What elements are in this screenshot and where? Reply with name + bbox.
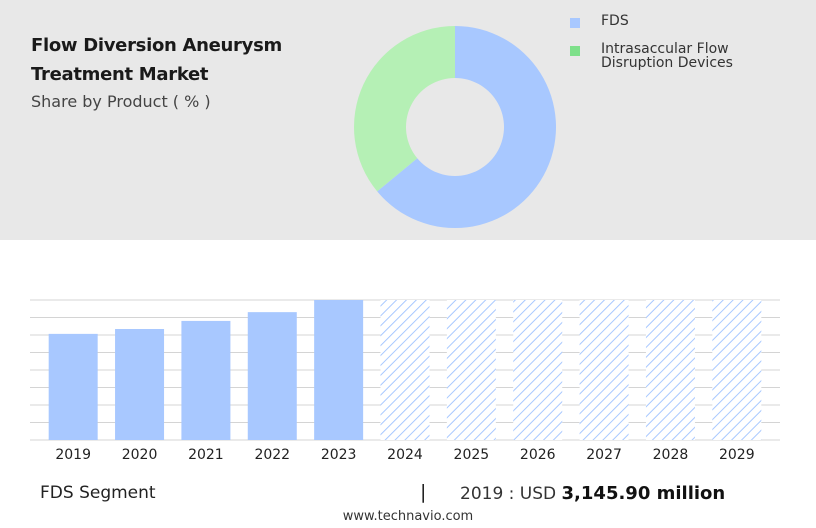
bar-2020 [115,329,165,440]
x-tick-label-2021: 2021 [188,447,224,463]
donut-chart [354,26,556,229]
x-tick-label-2022: 2022 [254,447,290,463]
segment-label: FDS Segment [40,483,156,503]
bar-2027 [579,300,629,440]
x-tick-label-2024: 2024 [387,447,423,463]
donut-slice-fds [377,26,556,229]
legend-item-intrasaccular: Intrasaccular Flow Disruption Devices [570,42,800,70]
segment-year-label: 2019 : USD [460,484,557,504]
x-tick-label-2023: 2023 [321,447,357,463]
bar-2029 [712,300,762,440]
x-tick-label-2029: 2029 [719,447,755,463]
x-tick-label-2027: 2027 [586,447,622,463]
bar-2028 [645,300,695,440]
bar-2022 [247,312,297,440]
legend-swatch-fds [570,18,580,28]
legend-swatch-intrasaccular [570,46,580,56]
legend-item-fds: FDS [570,14,800,28]
x-tick-label-2026: 2026 [520,447,556,463]
legend-label-intrasaccular: Intrasaccular Flow Disruption Devices [601,41,733,71]
bar-2026 [513,300,563,440]
segment-value: 2019 : USD 3,145.90 million [460,483,725,504]
bar-2023 [314,300,364,440]
bar-2021 [181,320,231,440]
chart-subtitle: Share by Product ( % ) [31,92,211,111]
website-link[interactable]: www.technavio.com [342,509,474,524]
x-tick-label-2020: 2020 [122,447,158,463]
x-tick-label-2025: 2025 [454,447,490,463]
bar-2019 [48,333,98,440]
x-tick-label-2028: 2028 [653,447,689,463]
segment-value-amount: 3,145.90 million [561,483,726,504]
footer-separator: | [420,481,427,503]
bar-2024 [380,300,430,440]
x-tick-label-2019: 2019 [55,447,91,463]
donut-slice-intrasaccular-flow-disruption-devices [354,26,455,192]
donut-legend: FDS Intrasaccular Flow Disruption Device… [570,14,800,84]
legend-label-fds: FDS [601,13,629,29]
bar-2025 [446,300,496,440]
bar-chart: 2019 2020 2021 2022 2023 2024 2025 2026 2027 2028… [30,299,780,463]
chart-title: Flow Diversion Aneurysm Treatment Market [31,35,282,85]
